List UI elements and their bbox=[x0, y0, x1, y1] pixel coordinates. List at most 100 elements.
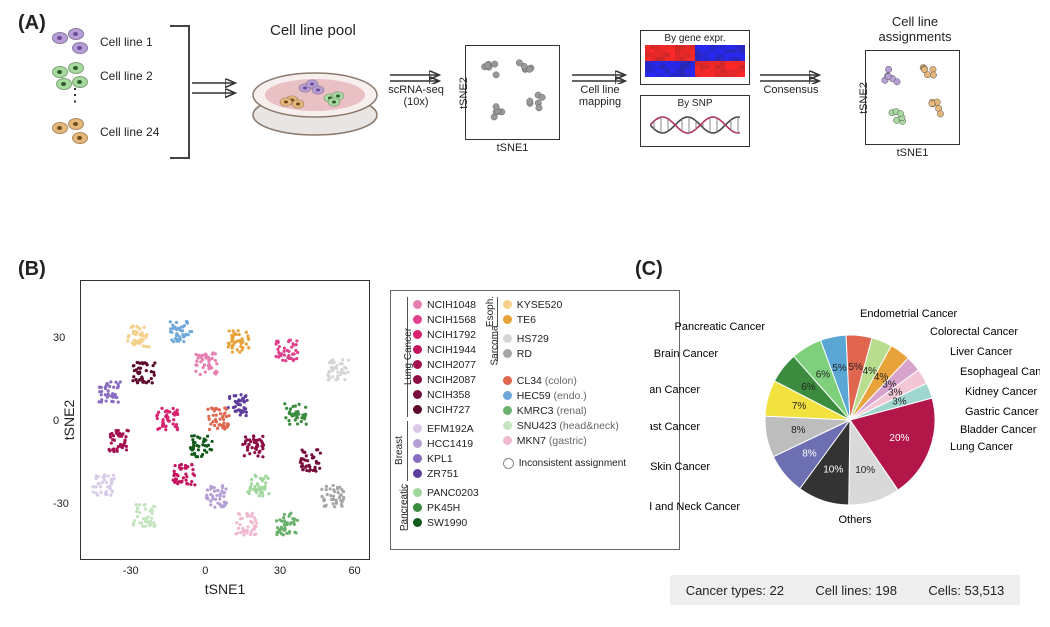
svg-text:Head and Neck Cancer: Head and Neck Cancer bbox=[650, 501, 740, 513]
panel-B-label: (B) bbox=[18, 258, 46, 281]
svg-text:Breast Cancer: Breast Cancer bbox=[650, 421, 700, 433]
scatter-ylabel: tSNE2 bbox=[61, 400, 77, 440]
legend-item: NCIH358 bbox=[413, 387, 479, 402]
svg-text:3%: 3% bbox=[892, 396, 907, 407]
y-tick: -30 bbox=[53, 498, 69, 510]
svg-text:Kidney Cancer: Kidney Cancer bbox=[965, 386, 1037, 398]
legend-group-label: Esoph. bbox=[485, 296, 496, 327]
legend-inconsistent: Inconsistent assignment bbox=[503, 456, 626, 471]
legend-item: HEC59 (endo.) bbox=[503, 388, 626, 403]
tsne2-title: Cell line assignments bbox=[860, 14, 970, 44]
svg-text:10%: 10% bbox=[855, 465, 875, 476]
legend-item: NCIH1792 bbox=[413, 327, 479, 342]
legend-group-label: Lung Cancer bbox=[403, 328, 414, 385]
legend-item: MKN7 (gastric) bbox=[503, 433, 626, 448]
cell-line-row: Cell line 2 bbox=[50, 59, 180, 93]
legend-item: SNU423 (head&neck) bbox=[503, 418, 626, 433]
x-tick: 60 bbox=[348, 565, 360, 577]
legend-item: SW1990 bbox=[413, 515, 479, 530]
svg-text:5%: 5% bbox=[832, 363, 847, 374]
legend-group-label: Pancreatic bbox=[399, 483, 410, 530]
legend-item: ZR751 bbox=[413, 466, 479, 481]
legend-item: NCIH1568 bbox=[413, 312, 479, 327]
x-tick: -30 bbox=[123, 565, 139, 577]
legend-item: TE6 bbox=[503, 312, 626, 327]
legend-item: NCIH727 bbox=[413, 402, 479, 417]
panel-C: 20%10%10%8%8%7%6%6%5%5%4%4%3%3%3%Lung Ca… bbox=[650, 275, 1040, 605]
svg-text:Bladder Cancer: Bladder Cancer bbox=[960, 424, 1037, 436]
svg-text:10%: 10% bbox=[823, 465, 843, 476]
snp-box: By SNP bbox=[640, 95, 750, 147]
svg-text:Skin Cancer: Skin Cancer bbox=[650, 461, 710, 473]
tsne2-xlabel: tSNE1 bbox=[897, 147, 929, 159]
svg-text:Ovarian Cancer: Ovarian Cancer bbox=[650, 384, 700, 396]
legend-item: PANC0203 bbox=[413, 485, 479, 500]
pie-chart: 20%10%10%8%8%7%6%6%5%5%4%4%3%3%3%Lung Ca… bbox=[650, 275, 1040, 565]
gene-expr-label: By gene expr. bbox=[641, 33, 749, 44]
svg-text:Brain Cancer: Brain Cancer bbox=[654, 348, 719, 360]
tsne1-xlabel: tSNE1 bbox=[497, 142, 529, 154]
legend-group-label: Breast bbox=[394, 436, 405, 465]
svg-text:5%: 5% bbox=[848, 362, 863, 373]
y-tick: 30 bbox=[53, 332, 65, 344]
cell-line-label: Cell line 1 bbox=[100, 35, 153, 49]
svg-text:20%: 20% bbox=[889, 433, 909, 444]
stat-cancer-types: Cancer types: 22 bbox=[686, 583, 784, 598]
tsne2-ylabel: tSNE2 bbox=[858, 82, 870, 114]
svg-text:8%: 8% bbox=[802, 448, 817, 459]
legend-item: CL34 (colon) bbox=[503, 373, 626, 388]
petri-dish-icon bbox=[250, 60, 380, 135]
gene-expr-box: By gene expr. bbox=[640, 30, 750, 85]
step3-top: Consensus bbox=[763, 84, 818, 96]
panel-B: tSNE2 tSNE1 -3003060-30030 NCIH1048NCIH1… bbox=[45, 280, 645, 610]
cell-line-input-list: Cell line 1Cell line 2⋮Cell line 24 bbox=[50, 25, 180, 149]
legend-item: RD bbox=[503, 346, 626, 361]
legend-item: KPL1 bbox=[413, 451, 479, 466]
svg-text:Esophageal Cancer: Esophageal Cancer bbox=[960, 366, 1040, 378]
y-tick: 0 bbox=[53, 415, 59, 427]
svg-text:Gastric Cancer: Gastric Cancer bbox=[965, 406, 1039, 418]
figure: (A) Cell line 1Cell line 2⋮Cell line 24 … bbox=[0, 0, 1050, 627]
step1-bottom: (10x) bbox=[403, 96, 428, 108]
cell-line-label: Cell line 2 bbox=[100, 69, 153, 83]
legend-box: NCIH1048NCIH1568NCIH1792NCIH1944NCIH2077… bbox=[390, 290, 680, 550]
svg-text:Liver Cancer: Liver Cancer bbox=[950, 346, 1013, 358]
legend-item: EFM192A bbox=[413, 421, 479, 436]
arrow-step2: Cell line mapping bbox=[570, 70, 630, 108]
snp-label: By SNP bbox=[641, 98, 749, 109]
legend-item: NCIH1048 bbox=[413, 297, 479, 312]
arrow-icon bbox=[190, 75, 240, 101]
svg-text:Colorectal Cancer: Colorectal Cancer bbox=[930, 326, 1018, 338]
arrow-step3: Consensus bbox=[758, 70, 824, 96]
svg-text:6%: 6% bbox=[816, 369, 831, 380]
legend-group-label: Sarcoma bbox=[489, 325, 500, 365]
legend-item: NCIH2077 bbox=[413, 357, 479, 372]
x-tick: 30 bbox=[274, 565, 286, 577]
svg-text:Lung Cancer: Lung Cancer bbox=[950, 441, 1013, 453]
scatter-xlabel: tSNE1 bbox=[205, 581, 245, 597]
legend-item: PK45H bbox=[413, 500, 479, 515]
stats-box: Cancer types: 22 Cell lines: 198 Cells: … bbox=[670, 575, 1020, 605]
stat-cell-lines: Cell lines: 198 bbox=[815, 583, 897, 598]
svg-text:8%: 8% bbox=[791, 425, 806, 436]
step2-top: Cell line bbox=[580, 84, 619, 96]
x-tick: 0 bbox=[202, 565, 208, 577]
legend-item: KMRC3 (renal) bbox=[503, 403, 626, 418]
step1-top: scRNA-seq bbox=[388, 84, 444, 96]
legend-item: HS729 bbox=[503, 331, 626, 346]
panel-A: Cell line 1Cell line 2⋮Cell line 24 Cell… bbox=[50, 20, 1030, 200]
panel-A-label: (A) bbox=[18, 12, 46, 35]
arrow-step1: scRNA-seq (10x) bbox=[388, 70, 444, 108]
tsne-box-grey: tSNE2 tSNE1 bbox=[465, 45, 560, 140]
tsne-box-colored: tSNE2 tSNE1 bbox=[865, 50, 960, 145]
stat-cells: Cells: 53,513 bbox=[928, 583, 1004, 598]
legend-item: NCIH2087 bbox=[413, 372, 479, 387]
cell-line-row: Cell line 24 bbox=[50, 115, 180, 149]
dish-title: Cell line pool bbox=[270, 22, 356, 39]
cell-line-label: Cell line 24 bbox=[100, 125, 159, 139]
legend-item: KYSE520 bbox=[503, 297, 626, 312]
bracket-icon bbox=[170, 25, 190, 159]
legend-item: HCC1419 bbox=[413, 436, 479, 451]
tsne1-ylabel: tSNE2 bbox=[458, 77, 470, 109]
tsne-scatter: tSNE2 tSNE1 -3003060-30030 bbox=[80, 280, 370, 560]
